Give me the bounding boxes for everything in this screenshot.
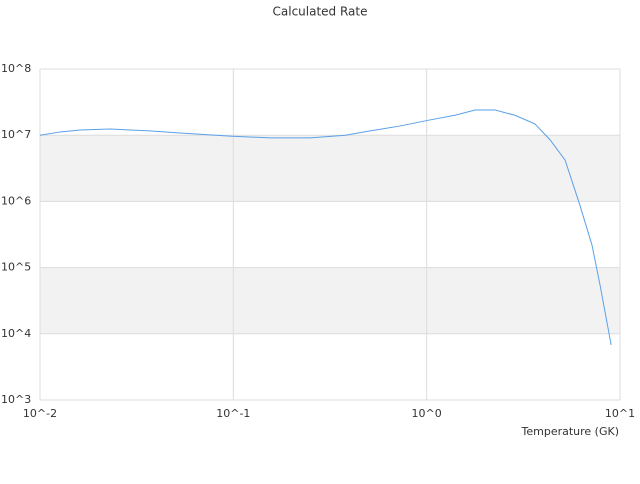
x-tick-label: 10^-1: [216, 407, 250, 420]
y-tick-label: 10^3: [1, 393, 31, 406]
x-tick-label: 10^-2: [23, 407, 57, 420]
y-tick-label: 10^5: [1, 261, 31, 274]
data-line: [39, 109, 612, 345]
x-axis-label: Temperature (GK): [521, 425, 620, 438]
y-tick-label: 10^4: [1, 327, 31, 340]
chart-title: Calculated Rate: [273, 5, 368, 19]
band: [40, 267, 620, 334]
x-tick-label: 10^1: [605, 407, 635, 420]
y-tick-label: 10^8: [1, 62, 31, 75]
band: [40, 135, 620, 202]
y-tick-label: 10^7: [1, 128, 31, 141]
y-tick-label: 10^6: [1, 194, 31, 207]
x-tick-label: 10^0: [412, 407, 442, 420]
